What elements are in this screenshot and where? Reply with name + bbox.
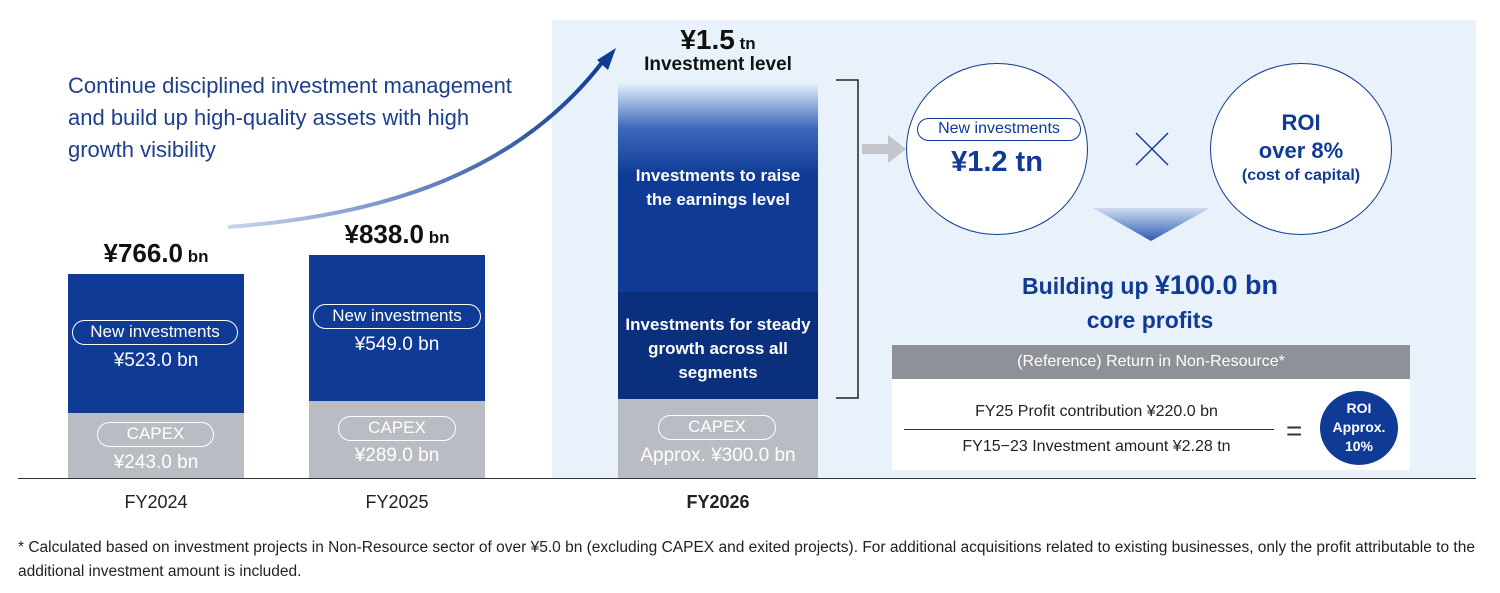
capex-pill: CAPEX <box>97 422 214 447</box>
total-unit: bn <box>424 228 450 247</box>
reference-denominator: FY15−23 Investment amount ¥2.28 tn <box>962 438 1231 455</box>
growth-arrow-curve <box>227 58 606 229</box>
investment-level-label: Investment level <box>644 54 792 75</box>
multiply-icon-b <box>1135 132 1169 166</box>
new-investments-pill: New investments <box>313 304 481 329</box>
capex-value: Approx. ¥300.0 bn <box>640 445 796 466</box>
roi-title: ROI <box>1281 110 1321 135</box>
reference-numerator: FY25 Profit contribution ¥220.0 bn <box>975 403 1218 420</box>
total-unit: tn <box>734 34 756 53</box>
footnote: * Calculated based on investment project… <box>18 539 1475 580</box>
new-investments-value: ¥549.0 bn <box>354 334 440 355</box>
roi-result-circle <box>1320 391 1398 465</box>
gray-arrow-head <box>888 135 906 163</box>
gray-arrow-shaft <box>862 144 890 154</box>
bar-segment-middle-fy2026 <box>618 292 818 399</box>
roi-result-line3: 10% <box>1344 438 1374 454</box>
capex-value: ¥243.0 bn <box>113 452 199 473</box>
build-amount: ¥100.0 bn <box>1154 270 1278 300</box>
total-number: ¥766.0 <box>103 238 184 268</box>
bar-total-fy2026: ¥1.5 tn Investment level <box>618 24 818 76</box>
capex-pill: CAPEX <box>338 416 456 441</box>
new-investments-circle <box>906 63 1088 235</box>
new-investments-circle-value: ¥1.2 tn <box>951 146 1043 178</box>
roi-result-text: ROI Approx. 10% <box>1320 399 1398 456</box>
core-profits-text: Building up ¥100.0 bn core profits <box>990 270 1310 334</box>
new-investments-pill: New investments <box>72 320 238 345</box>
x-axis-baseline <box>18 478 1476 479</box>
result-triangle-icon <box>1093 208 1210 241</box>
new-investments-value: ¥523.0 bn <box>113 350 199 371</box>
capex-pill: CAPEX <box>658 415 776 440</box>
roi-result-line2: Approx. <box>1332 419 1386 435</box>
roi-circle <box>1210 63 1392 235</box>
bar-segment-capex-fy2024 <box>68 413 244 478</box>
roi-note: (cost of capital) <box>1241 167 1361 184</box>
bar-segment-upper-fy2026 <box>618 82 818 292</box>
bar-total-fy2024: ¥766.0 bn <box>68 238 244 269</box>
reference-box: (Reference) Return in Non-Resource* FY25… <box>892 345 1410 470</box>
x-label-fy2026: FY2026 <box>686 492 750 512</box>
capex-value: ¥289.0 bn <box>354 445 440 466</box>
total-number: ¥838.0 <box>344 219 425 249</box>
roi-result-line1: ROI <box>1346 400 1372 416</box>
build-suffix: core profits <box>1086 307 1214 333</box>
x-label-fy2024: FY2024 <box>124 492 188 512</box>
bar-segment-capex-fy2025 <box>309 400 485 478</box>
growth-arrow-head <box>597 48 616 70</box>
bar-segment-new-fy2024 <box>68 273 244 414</box>
bar-segment-new-fy2025 <box>309 254 485 401</box>
roi-value: over 8% <box>1258 138 1344 163</box>
bar-segment-capex-fy2026 <box>618 399 818 478</box>
build-prefix: Building up <box>1022 273 1155 299</box>
middle-segment-text: Investments for steady growth across all… <box>625 315 811 382</box>
bar-total-fy2025: ¥838.0 bn <box>309 219 485 250</box>
bracket-line <box>836 79 859 399</box>
x-label-fy2025: FY2025 <box>365 492 429 512</box>
reference-header: (Reference) Return in Non-Resource* <box>892 345 1410 379</box>
fraction-line <box>904 429 1274 430</box>
total-unit: bn <box>183 247 209 266</box>
equals-sign: = <box>1286 415 1303 446</box>
total-number: ¥1.5 <box>680 24 735 55</box>
headline-text: Continue disciplined investment manageme… <box>68 73 512 162</box>
upper-segment-text: Investments to raise the earnings level <box>635 166 801 209</box>
new-investments-circle-pill: New investments <box>917 118 1081 141</box>
